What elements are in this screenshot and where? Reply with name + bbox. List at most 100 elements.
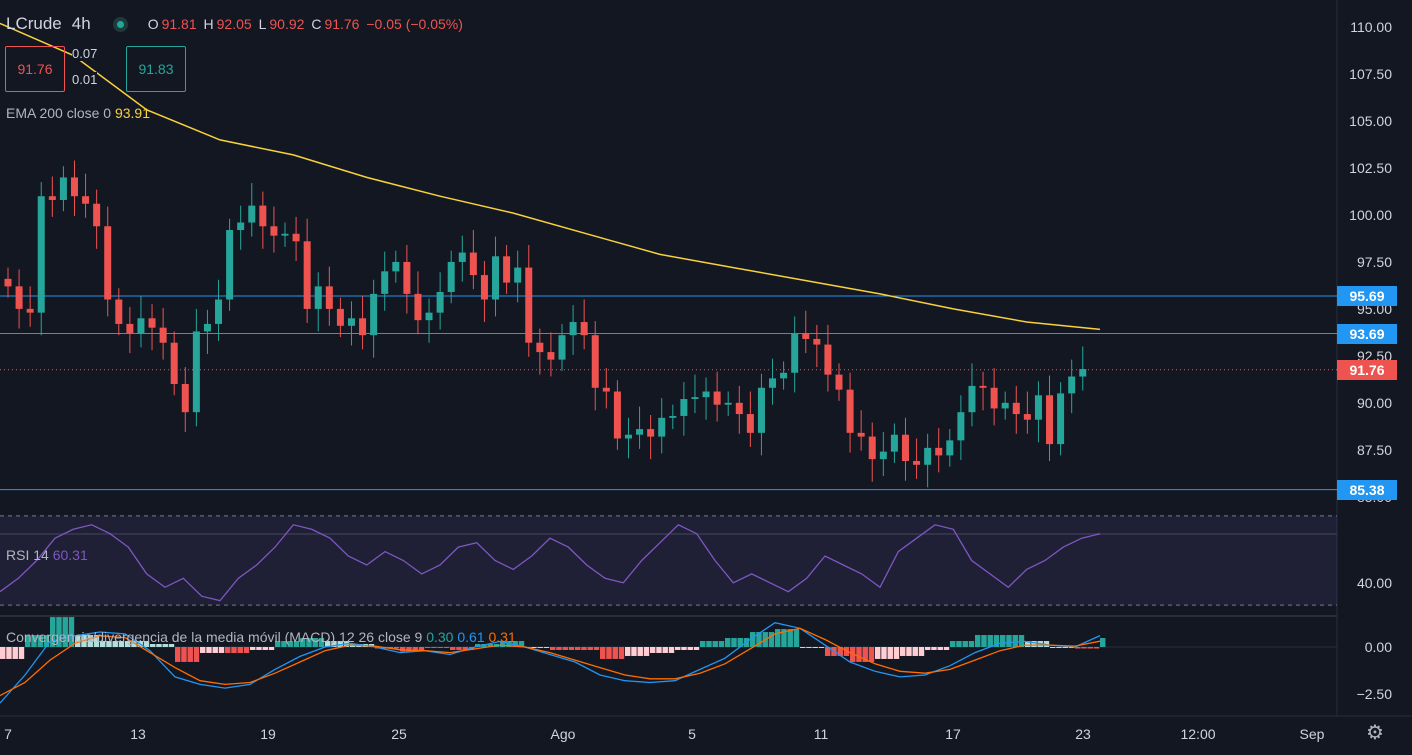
macd-histogram-bar — [650, 647, 656, 653]
macd-histogram-bar — [587, 647, 593, 650]
candle-body — [525, 267, 533, 343]
candle-body — [458, 252, 466, 262]
candle-body — [813, 338, 821, 345]
market-status-icon — [112, 16, 128, 32]
macd-histogram-bar — [793, 629, 800, 647]
macd-histogram-bar — [643, 647, 650, 656]
candle-body — [569, 322, 577, 336]
macd-axis-tick-neg: −2.50 — [1356, 686, 1392, 702]
rsi-line — [0, 524, 1101, 602]
candle-body — [248, 205, 256, 223]
candle-body — [946, 440, 954, 456]
candle-body — [691, 397, 699, 400]
macd-histogram-bar — [637, 647, 643, 656]
ohlc-values: O 91.81 H 92.05 L 90.92 C 91.76 −0.05 (−0.05… — [148, 16, 466, 32]
macd-legend[interactable]: Convergencia/divergencia de la media móv… — [6, 629, 516, 645]
macd-histogram-bar — [156, 644, 162, 647]
macd-histogram-bar — [50, 617, 56, 647]
macd-histogram-bar — [1006, 635, 1012, 647]
change-value: −0.05 (−0.05%) — [366, 16, 463, 32]
macd-histogram-bar — [1018, 635, 1025, 647]
price-axis-tick: 107.50 — [1349, 66, 1392, 83]
macd-histogram-bar — [131, 641, 137, 647]
macd-histogram-bar — [318, 638, 325, 647]
candle-body — [347, 318, 355, 326]
macd-histogram-bar — [243, 647, 250, 653]
ema-legend[interactable]: EMA 200 close 0 93.91 — [6, 105, 150, 121]
rsi-band — [0, 515, 1337, 606]
candle-body — [226, 230, 234, 300]
time-axis-tick: Ago — [550, 726, 576, 742]
macd-histogram-bar — [218, 647, 225, 653]
macd-histogram-bar — [837, 647, 843, 656]
macd-histogram-bar — [956, 641, 962, 647]
candle-body — [957, 412, 965, 441]
timeframe-label[interactable]: 4h — [71, 14, 91, 33]
macd-histogram-bar — [31, 635, 37, 647]
macd-histogram-bar — [143, 641, 150, 647]
candle-body — [724, 402, 732, 405]
candle-body — [536, 342, 544, 353]
macd-histogram-bar — [656, 647, 662, 653]
macd-histogram-bar — [287, 641, 293, 647]
time-axis-tick: 13 — [130, 726, 146, 742]
candle-body — [1079, 368, 1087, 377]
macd-histogram-bar — [162, 644, 168, 647]
macd-histogram-bar — [112, 641, 118, 647]
time-axis-tick: 17 — [945, 726, 961, 742]
candle-body — [192, 331, 200, 413]
spread-top: 0.07 — [72, 46, 98, 61]
ema-value: 93.91 — [114, 105, 150, 121]
macd-histogram-bar — [56, 617, 62, 647]
symbol-name[interactable]: LCrude — [6, 14, 62, 33]
candle-body — [868, 436, 876, 460]
settings-gear-icon[interactable]: ⚙ — [1366, 722, 1384, 744]
macd-histogram-bar — [825, 647, 831, 656]
candle-body — [1046, 395, 1054, 445]
macd-histogram-bar — [687, 647, 693, 650]
candle-body — [1001, 402, 1009, 409]
candle-body — [990, 387, 998, 409]
rsi-legend[interactable]: RSI 14 60.31 — [6, 547, 88, 563]
time-axis-tick: 7 — [4, 726, 12, 742]
candle-body — [292, 233, 300, 242]
horizontal-line-label-0: 95.69 — [1337, 285, 1397, 306]
candle-body — [414, 293, 422, 321]
candle-body — [104, 226, 112, 300]
macd-histogram-bar — [475, 644, 481, 647]
sell-button[interactable]: 91.76 — [5, 46, 65, 92]
macd-histogram-bar — [237, 647, 243, 653]
macd-axis-tick-zero: 0.00 — [1364, 639, 1392, 655]
macd-histogram-bar — [100, 641, 106, 647]
macd-histogram-bar — [575, 647, 581, 650]
macd-histogram-bar — [806, 647, 812, 648]
time-axis-tick: 25 — [391, 726, 407, 742]
rsi-label: RSI 14 — [6, 547, 49, 563]
candle-body — [325, 286, 333, 309]
macd-histogram-bar — [787, 629, 793, 647]
macd-histogram-bar — [862, 647, 868, 662]
macd-histogram-bar — [1050, 647, 1056, 648]
price-axis-tick: 110.00 — [1350, 19, 1392, 36]
macd-histogram-bar — [631, 647, 637, 656]
macd-histogram-bar — [1031, 641, 1037, 647]
candle-body — [48, 196, 56, 200]
macd-histogram-bar — [543, 647, 550, 648]
candle-body — [658, 417, 666, 437]
candle-body — [669, 415, 677, 418]
candle-body — [924, 447, 932, 465]
macd-histogram-bar — [531, 647, 537, 648]
macd-histogram-bar — [93, 635, 100, 647]
high-label: H — [203, 16, 214, 32]
candle-body — [713, 391, 721, 405]
horizontal-line-label-2: 85.38 — [1337, 479, 1397, 500]
macd-histogram-bar — [968, 641, 975, 647]
candle-body — [4, 278, 12, 287]
current-price-label: 91.76 — [1337, 359, 1397, 380]
candle-body — [82, 196, 90, 204]
macd-histogram-bar — [1075, 647, 1081, 649]
close-label: C — [311, 16, 322, 32]
candle-body — [602, 387, 610, 392]
buy-button[interactable]: 91.83 — [126, 46, 186, 92]
